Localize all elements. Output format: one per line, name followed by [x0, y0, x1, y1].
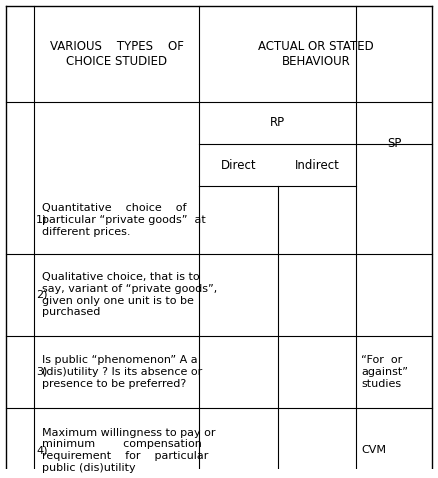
Text: “For  or
against”
studies: “For or against” studies	[361, 355, 408, 389]
Text: 2): 2)	[36, 290, 48, 300]
Text: 1): 1)	[36, 215, 48, 225]
Text: Quantitative    choice    of
particular “private goods”  at
different prices.: Quantitative choice of particular “priva…	[42, 203, 205, 237]
Text: 4): 4)	[36, 445, 48, 455]
Text: Qualitative choice, that is to
say, variant of “private goods”,
given only one u: Qualitative choice, that is to say, vari…	[42, 272, 217, 317]
Text: 3): 3)	[36, 367, 48, 377]
Text: CVM: CVM	[361, 445, 386, 455]
Text: Indirect: Indirect	[294, 159, 339, 172]
Text: Maximum willingness to pay or
minimum        compensation
requirement    for    : Maximum willingness to pay or minimum co…	[42, 428, 215, 473]
Text: VARIOUS    TYPES    OF
CHOICE STUDIED: VARIOUS TYPES OF CHOICE STUDIED	[50, 40, 184, 68]
Text: Is public “phenomenon” A a
(dis)utility ? Is its absence or
presence to be prefe: Is public “phenomenon” A a (dis)utility …	[42, 355, 202, 389]
Text: Direct: Direct	[221, 159, 256, 172]
Text: ACTUAL OR STATED
BEHAVIOUR: ACTUAL OR STATED BEHAVIOUR	[258, 40, 374, 68]
Text: SP: SP	[387, 138, 401, 151]
Text: RP: RP	[270, 117, 285, 130]
